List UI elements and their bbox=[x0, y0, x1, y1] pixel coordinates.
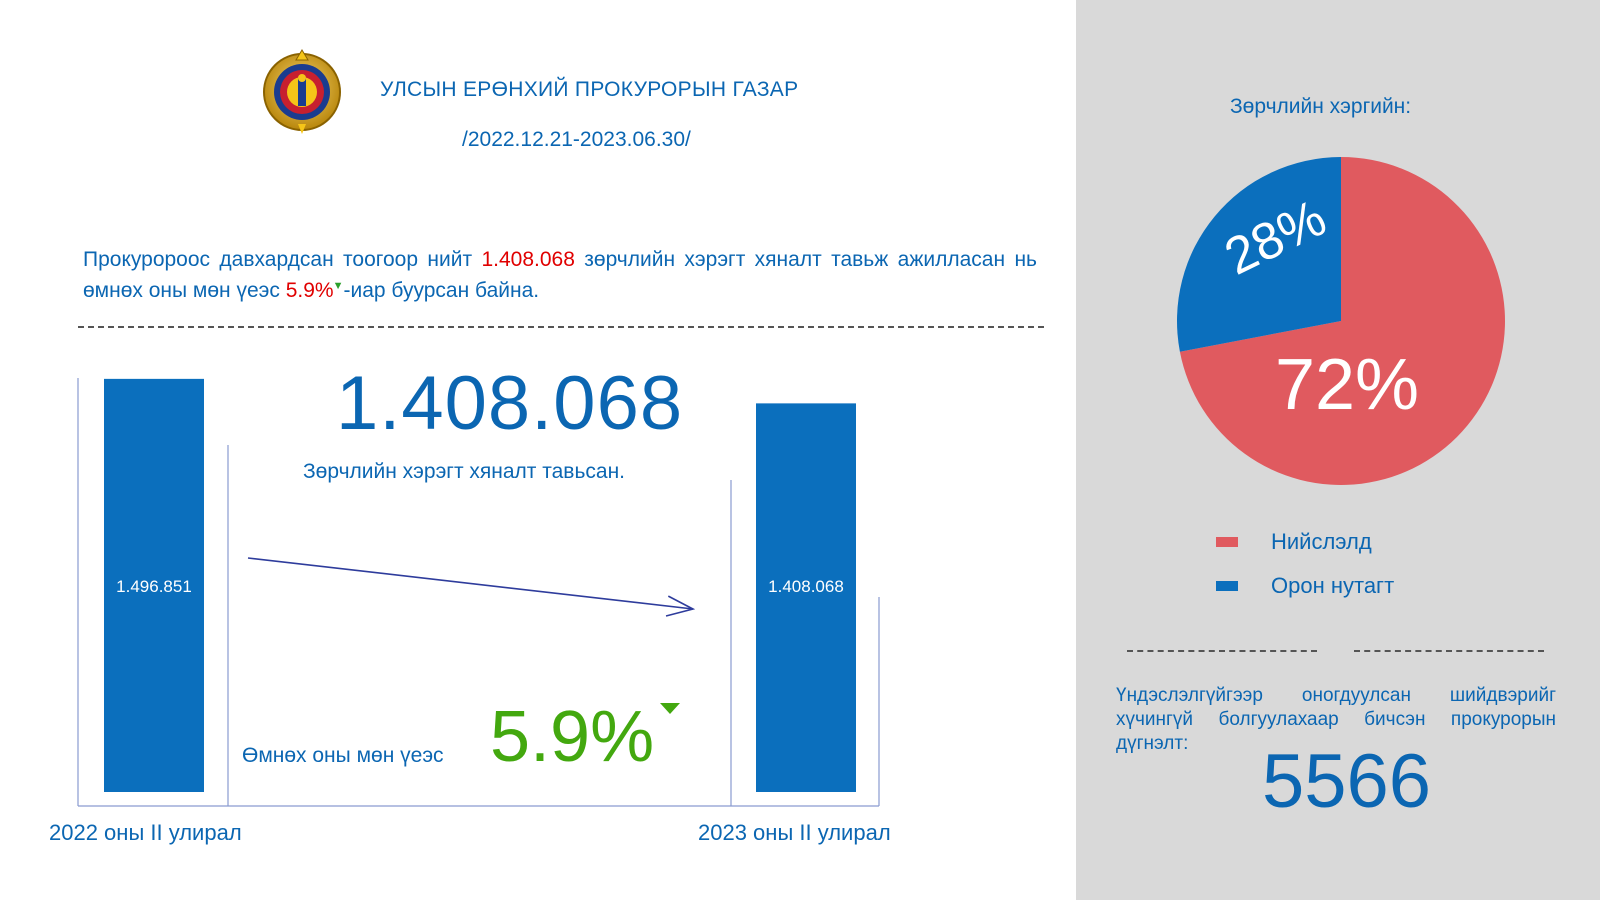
note-divider bbox=[1127, 650, 1317, 652]
pie-data-label: 72% bbox=[1275, 345, 1419, 425]
category-label: 2023 оны II улирал bbox=[698, 820, 891, 845]
decrease-triangle-icon: ▼ bbox=[332, 280, 344, 292]
summary-part3: -иар буурсан байна. bbox=[343, 279, 540, 302]
bar-data-label: 1.496.851 bbox=[116, 577, 192, 596]
legend-item: Орон нутагт bbox=[1216, 573, 1394, 599]
pie-title: Зөрчлийн хэргийн: bbox=[1230, 95, 1412, 118]
summary-part2: зөрчлийн хэрэгт хяналт тавьж ажилласан н… bbox=[83, 248, 1037, 302]
legend-item: Нийслэлд bbox=[1216, 529, 1372, 555]
bar bbox=[756, 403, 856, 792]
summary-total-value: 1.408.068 bbox=[481, 248, 575, 271]
change-value: 5.9% bbox=[490, 697, 655, 777]
summary-percent: 5.9% bbox=[285, 279, 334, 302]
bar bbox=[104, 378, 204, 792]
category-label: 2022 оны II улирал bbox=[49, 820, 242, 845]
prosecutor-emblem-icon bbox=[263, 49, 341, 134]
legend-swatch bbox=[1216, 537, 1238, 547]
summary-part1: Прокуророос давхардсан тоогоор нийт bbox=[83, 248, 482, 271]
organization-title: УЛСЫН ЕРӨНХИЙ ПРОКУРОРЫН ГАЗАР bbox=[380, 78, 799, 101]
pie-slice bbox=[1177, 157, 1341, 352]
total-cases-caption: Зөрчлийн хэрэгт хяналт тавьсан. bbox=[303, 460, 626, 483]
bar-chart bbox=[77, 378, 880, 807]
legend-swatch bbox=[1216, 581, 1238, 591]
total-cases-value: 1.408.068 bbox=[336, 361, 684, 446]
legend-label: Нийслэлд bbox=[1271, 529, 1372, 554]
decrease-arrow-icon bbox=[247, 557, 693, 609]
legend-label: Орон нутагт bbox=[1271, 573, 1395, 598]
section-divider bbox=[78, 326, 1044, 328]
note-value: 5566 bbox=[1262, 739, 1432, 824]
decrease-triangle-icon bbox=[660, 703, 680, 714]
summary-text: Прокуророос давхардсан тоогоор нийт 1.40… bbox=[83, 246, 1037, 304]
note-text: Үндэслэлгүйгээр оногдуулсан шийдвэрийг х… bbox=[1116, 685, 1556, 754]
pie-slice bbox=[1179, 157, 1505, 486]
bar-data-label: 1.408.068 bbox=[768, 577, 844, 596]
report-period: /2022.12.21-2023.06.30/ bbox=[462, 128, 691, 151]
change-label: Өмнөх оны мөн үеэс bbox=[242, 744, 444, 767]
note-divider bbox=[1354, 650, 1544, 652]
